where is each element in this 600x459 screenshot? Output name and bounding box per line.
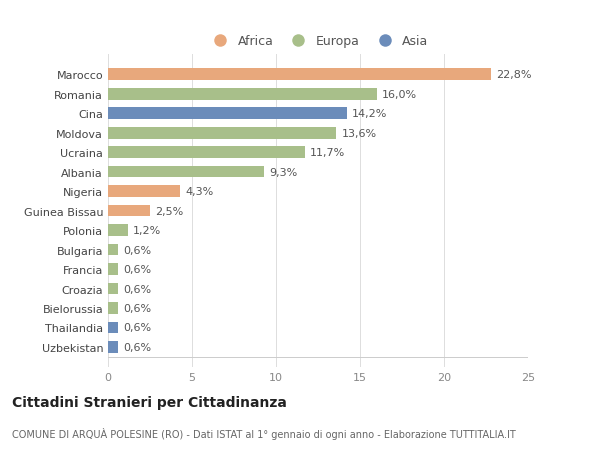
Text: 0,6%: 0,6% (123, 342, 151, 352)
Bar (108, 244, 118, 256)
Text: 0,6%: 0,6% (123, 284, 151, 294)
Text: 16,0%: 16,0% (382, 90, 417, 100)
Text: 14,2%: 14,2% (352, 109, 387, 119)
Bar (108, 128, 337, 139)
Text: 9,3%: 9,3% (269, 167, 298, 177)
Bar (108, 225, 128, 236)
Bar (108, 108, 347, 120)
Text: 0,6%: 0,6% (123, 303, 151, 313)
Text: 13,6%: 13,6% (341, 129, 377, 139)
Text: 1,2%: 1,2% (133, 225, 161, 235)
Bar (108, 302, 118, 314)
Bar (108, 167, 264, 178)
Text: 0,6%: 0,6% (123, 323, 151, 333)
Bar (108, 283, 118, 295)
Text: 11,7%: 11,7% (310, 148, 345, 158)
Text: COMUNE DI ARQUÀ POLESINE (RO) - Dati ISTAT al 1° gennaio di ogni anno - Elaboraz: COMUNE DI ARQUÀ POLESINE (RO) - Dati IST… (12, 427, 516, 439)
Bar (108, 341, 118, 353)
Bar (108, 89, 377, 101)
Bar (108, 205, 150, 217)
Bar (108, 186, 180, 197)
Bar (108, 147, 305, 159)
Bar (108, 322, 118, 334)
Bar (108, 263, 118, 275)
Text: 2,5%: 2,5% (155, 206, 183, 216)
Text: 4,3%: 4,3% (185, 187, 214, 197)
Bar (108, 69, 491, 81)
Legend: Africa, Europa, Asia: Africa, Europa, Asia (202, 30, 433, 53)
Text: 22,8%: 22,8% (496, 70, 532, 80)
Text: Cittadini Stranieri per Cittadinanza: Cittadini Stranieri per Cittadinanza (12, 395, 287, 409)
Text: 0,6%: 0,6% (123, 264, 151, 274)
Text: 0,6%: 0,6% (123, 245, 151, 255)
